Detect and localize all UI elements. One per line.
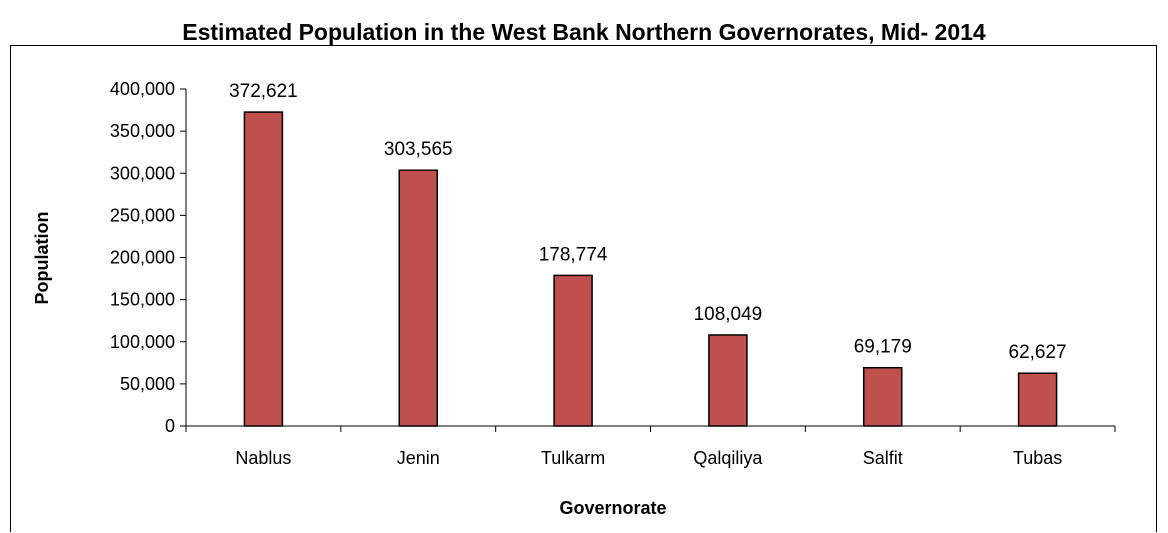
y-tick-label: 250,000 — [110, 205, 175, 225]
bar-salfit — [863, 366, 903, 427]
y-tick-label: 400,000 — [110, 79, 175, 99]
data-labels: 372,621 303,565 178,774 108,049 69,179 62,627 — [229, 81, 1067, 363]
x-tick-label: Nablus — [235, 448, 291, 468]
x-tick-label: Tulkarm — [541, 448, 605, 468]
x-tick-label: Jenin — [397, 448, 440, 468]
y-tick-label: 100,000 — [110, 332, 175, 352]
y-tick-label: 300,000 — [110, 163, 175, 183]
y-axis: 0 50,000 100,000 150,000 200,000 250,000 300,0… — [110, 79, 187, 436]
data-label-salfit: 69,179 — [854, 337, 912, 358]
data-label-nablus: 372,621 — [229, 81, 298, 102]
y-tick-label: 150,000 — [110, 290, 175, 310]
bar-jenin — [398, 169, 438, 427]
y-tick-label: 50,000 — [120, 374, 175, 394]
chart-frame — [10, 45, 1157, 532]
chart-title: Estimated Population in the West Bank No… — [182, 19, 986, 45]
bars — [243, 111, 1058, 427]
y-axis-title: Population — [32, 212, 52, 305]
data-label-tulkarm: 178,774 — [539, 244, 608, 265]
data-label-jenin: 303,565 — [384, 139, 453, 160]
bar-qalqiliya — [708, 334, 748, 427]
y-tick-label: 350,000 — [110, 121, 175, 141]
y-tick-label: 0 — [165, 416, 175, 436]
bar-tubas — [1017, 372, 1058, 427]
data-label-tubas: 62,627 — [1009, 342, 1067, 363]
bar-tulkarm — [553, 274, 593, 427]
bar-nablus — [243, 111, 284, 427]
x-tick-label: Salfit — [863, 448, 903, 468]
data-label-qalqiliya: 108,049 — [694, 304, 763, 325]
y-tick-label: 200,000 — [110, 248, 175, 268]
x-tick-label: Tubas — [1013, 448, 1062, 468]
x-tick-label: Qalqiliya — [693, 448, 763, 468]
x-axis-title: Governorate — [559, 498, 666, 518]
x-axis: Nablus Jenin Tulkarm Qalqiliya Salfit Tubas — [185, 425, 1116, 468]
